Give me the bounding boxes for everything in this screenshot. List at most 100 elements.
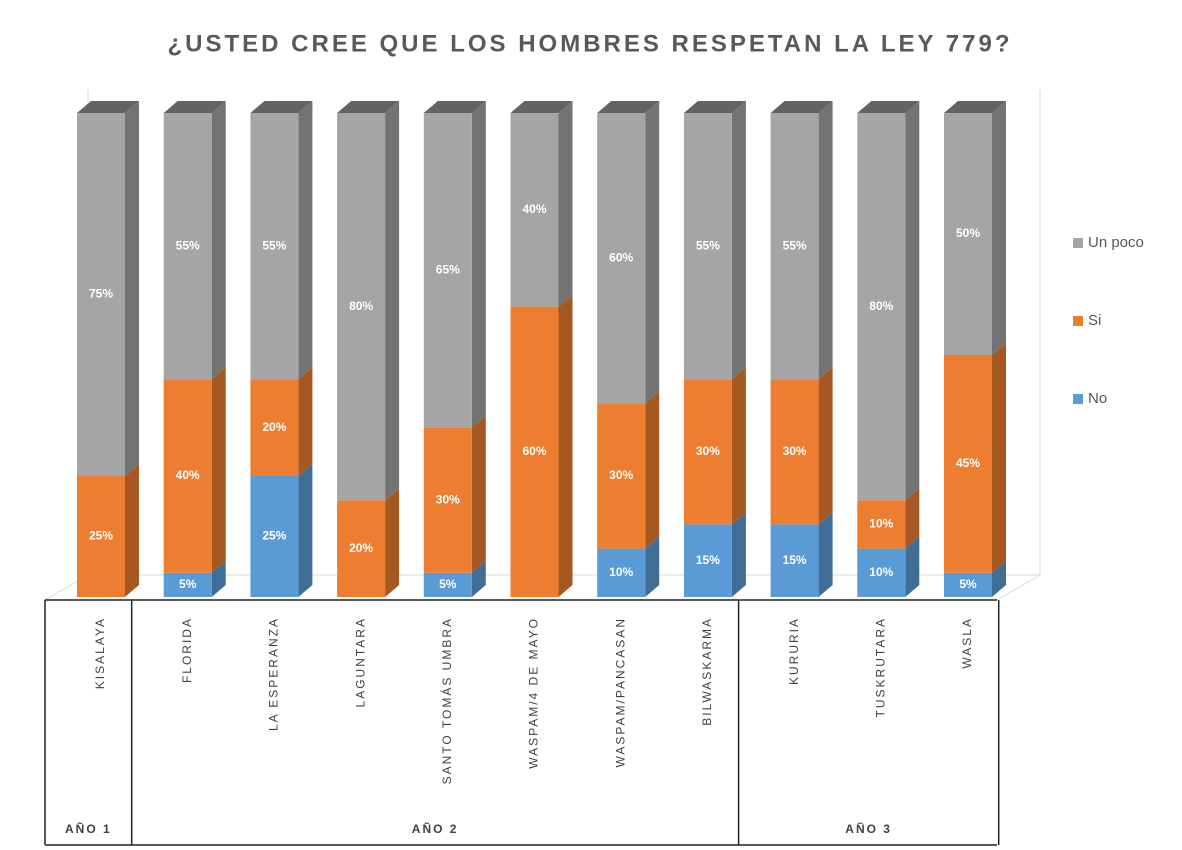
data-label: 15% [696, 553, 720, 567]
data-label: 25% [262, 529, 286, 543]
data-label: 60% [522, 444, 546, 458]
bar-side [298, 101, 313, 380]
x-tick-label: WASLA [960, 617, 974, 669]
bar-top [683, 101, 746, 113]
x-tick-label: LA ESPERANZA [267, 617, 281, 731]
data-label: 80% [869, 299, 893, 313]
bar-side [211, 367, 226, 573]
bar-segment [337, 113, 386, 501]
bar-side [471, 415, 486, 573]
data-label: 75% [89, 287, 113, 301]
data-label: 55% [262, 238, 286, 252]
bar-segment [163, 572, 212, 597]
bar-side [818, 367, 833, 525]
bar-top [163, 101, 226, 113]
data-label: 5% [439, 577, 457, 591]
data-label: 55% [176, 238, 200, 252]
bar-side [992, 343, 1006, 573]
bar-side [645, 101, 660, 404]
bar-side [385, 488, 400, 597]
bar-segment [857, 548, 906, 597]
data-label: 80% [349, 299, 373, 313]
bar-side [298, 464, 313, 597]
bar-segment [250, 379, 299, 476]
bar-side [731, 101, 746, 380]
data-label: 20% [262, 420, 286, 434]
data-label: 25% [89, 529, 113, 543]
bar-segment [857, 113, 906, 501]
data-label: 65% [436, 262, 460, 276]
data-label: 45% [956, 456, 980, 470]
bar-segment [250, 476, 299, 597]
group-label: AÑO 1 [65, 821, 112, 836]
bar-side [731, 367, 746, 525]
bar-side [211, 101, 226, 380]
legend-label: No [1088, 390, 1107, 407]
data-label: 15% [783, 553, 807, 567]
data-label: 10% [869, 517, 893, 531]
bar-side [905, 101, 920, 501]
bar-segment [944, 572, 992, 597]
data-label: 30% [696, 444, 720, 458]
bar-segment [77, 113, 125, 476]
category-frame [45, 599, 997, 846]
bar-segment [857, 500, 906, 549]
data-label: 50% [956, 226, 980, 240]
bar-side [298, 367, 313, 476]
bar-top [423, 101, 486, 113]
bar-segment [770, 379, 819, 525]
bar-side [905, 488, 920, 549]
bar-segment [423, 113, 472, 428]
bar-segment [770, 113, 819, 380]
legend-label: Si [1088, 312, 1101, 329]
x-tick-label: WASPAM/4 DE MAYO [527, 617, 541, 769]
legend-swatch [1073, 316, 1083, 326]
bar-segment [163, 379, 212, 573]
data-label: 60% [609, 250, 633, 264]
x-tick-label: KURURIA [787, 617, 801, 685]
data-label: 40% [522, 202, 546, 216]
bar-top [77, 101, 139, 113]
bar-segment [423, 427, 472, 573]
bar-segment [510, 306, 559, 597]
x-tick-label: BILWASKARMA [700, 617, 714, 726]
x-tick-label: TUSKRUTARA [873, 617, 887, 717]
data-label: 30% [436, 492, 460, 506]
data-label: 55% [783, 238, 807, 252]
bar-side [818, 101, 833, 380]
bar-segment [163, 113, 212, 380]
chart-title: ¿USTED CREE QUE LOS HOMBRES RESPETAN LA … [168, 30, 1013, 57]
bar-segment [597, 403, 646, 549]
bar-segment [250, 113, 299, 380]
legend-swatch [1073, 238, 1083, 248]
bar-side [471, 101, 486, 428]
bar-side [125, 464, 139, 597]
group-label: AÑO 2 [412, 821, 459, 836]
data-label: 5% [179, 577, 197, 591]
bar-side [385, 101, 400, 501]
bar-side [558, 294, 573, 597]
bar-segment [944, 113, 992, 355]
data-label: 30% [609, 468, 633, 482]
data-label: 5% [959, 577, 977, 591]
bar-top [250, 101, 313, 113]
bar-segment [944, 355, 992, 573]
bar-side [211, 560, 226, 597]
data-label: 55% [696, 238, 720, 252]
data-label: 40% [176, 468, 200, 482]
bar-side [471, 560, 486, 597]
legend-swatch [1073, 394, 1083, 404]
bar-segment [683, 379, 732, 525]
x-tick-label: LAGUNTARA [353, 617, 367, 707]
bar-side [558, 101, 573, 307]
bar-top [337, 101, 400, 113]
bar-side [905, 536, 920, 597]
x-tick-label: SANTO TOMÁS UMBRA [439, 617, 454, 784]
bar-segment [337, 500, 386, 597]
x-tick-label: FLORIDA [180, 617, 194, 683]
bar-side [125, 101, 139, 476]
group-label: AÑO 3 [845, 821, 892, 836]
data-label: 10% [869, 565, 893, 579]
bar-segment [597, 113, 646, 404]
